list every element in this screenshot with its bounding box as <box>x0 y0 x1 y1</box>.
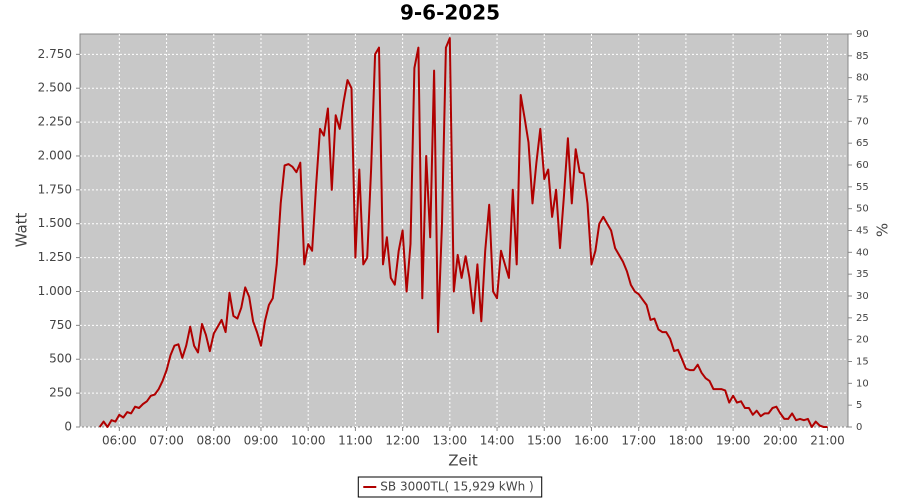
y-tick-label: 2.750 <box>38 47 72 61</box>
y2-tick-label: 50 <box>856 204 869 215</box>
y-tick-label: 750 <box>49 318 72 332</box>
x-axis-label: Zeit <box>448 452 478 470</box>
y2-tick-label: 0 <box>856 422 862 433</box>
y-tick-label: 250 <box>49 386 72 400</box>
y2-tick-label: 40 <box>856 247 869 258</box>
x-tick-label: 18:00 <box>669 434 704 448</box>
y-tick-label: 2.000 <box>38 148 72 162</box>
y-tick-label: 2.500 <box>38 81 72 95</box>
y2-tick-label: 75 <box>856 95 869 106</box>
chart-title: 9-6-2025 <box>400 1 500 25</box>
x-tick-label: 10:00 <box>291 434 326 448</box>
x-tick-label: 08:00 <box>196 434 231 448</box>
y2-tick-label: 80 <box>856 73 869 84</box>
y-tick-label: 2.250 <box>38 115 72 129</box>
x-tick-label: 15:00 <box>527 434 562 448</box>
y-tick-label: 0 <box>64 420 72 434</box>
y-tick-label: 500 <box>49 352 72 366</box>
y2-tick-label: 30 <box>856 291 869 302</box>
x-tick-label: 11:00 <box>338 434 373 448</box>
x-tick-label: 06:00 <box>102 434 137 448</box>
x-tick-label: 07:00 <box>149 434 184 448</box>
x-tick-label: 12:00 <box>385 434 420 448</box>
plot-area <box>79 33 849 428</box>
x-tick-label: 20:00 <box>763 434 798 448</box>
y2-tick-label: 20 <box>856 335 869 346</box>
y2-tick-label: 70 <box>856 116 869 127</box>
y2-tick-label: 65 <box>856 138 869 149</box>
x-tick-label: 16:00 <box>574 434 609 448</box>
y2-tick-label: 45 <box>856 226 869 237</box>
legend-box <box>357 476 543 498</box>
y-tick-label: 1.750 <box>38 182 72 196</box>
y-tick-label: 1.000 <box>38 284 72 298</box>
y2-tick-label: 35 <box>856 269 869 280</box>
legend-label: SB 3000TL( 15,929 kWh ) <box>380 480 533 494</box>
y2-tick-label: 85 <box>856 51 869 62</box>
y-axis-label: Watt <box>13 212 31 247</box>
x-tick-label: 17:00 <box>621 434 656 448</box>
y2-axis-label: % <box>874 223 892 237</box>
x-tick-label: 09:00 <box>244 434 279 448</box>
data-line <box>98 37 828 428</box>
y2-tick-label: 60 <box>856 160 869 171</box>
y2-tick-label: 15 <box>856 357 869 368</box>
y2-tick-label: 90 <box>856 29 869 40</box>
y-tick-label: 1.250 <box>38 250 72 264</box>
x-tick-label: 13:00 <box>433 434 468 448</box>
x-tick-label: 21:00 <box>810 434 845 448</box>
x-tick-label: 14:00 <box>480 434 515 448</box>
y2-tick-label: 25 <box>856 313 869 324</box>
x-tick-label: 19:00 <box>716 434 751 448</box>
y2-tick-label: 10 <box>856 378 869 389</box>
y2-tick-label: 55 <box>856 182 869 193</box>
y-tick-label: 1.500 <box>38 216 72 230</box>
y2-tick-label: 5 <box>856 400 862 411</box>
